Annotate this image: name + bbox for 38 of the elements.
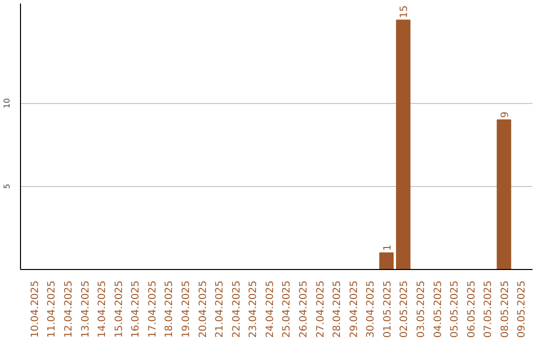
x-tick-label: 09.05.2025 <box>516 280 528 338</box>
x-tick-label: 17.04.2025 <box>147 280 158 338</box>
x-tick-label: 30.04.2025 <box>366 280 377 338</box>
x-tick-label: 26.04.2025 <box>298 280 310 338</box>
x-tick-label: 01.05.2025 <box>382 280 394 338</box>
x-tick-label: 05.05.2025 <box>450 280 461 338</box>
x-tick-label: 03.05.2025 <box>416 280 428 338</box>
y-tick-label: 5 <box>2 184 12 189</box>
x-tick-label: 20.04.2025 <box>198 280 209 338</box>
x-tick-label: 28.04.2025 <box>332 280 344 338</box>
x-tick-label: 02.05.2025 <box>399 280 410 338</box>
x-tick-label: 29.04.2025 <box>348 280 360 338</box>
bar <box>396 20 410 270</box>
x-tick-label: 10.04.2025 <box>30 280 41 338</box>
x-tick-label: 14.04.2025 <box>97 280 108 338</box>
data-label: 9 <box>500 112 511 118</box>
x-tick-label: 16.04.2025 <box>130 280 142 338</box>
x-tick-label: 24.04.2025 <box>264 280 276 338</box>
x-tick-label: 11.04.2025 <box>46 280 58 338</box>
x-tick-label: 04.05.2025 <box>432 280 444 338</box>
x-tick-label: 15.04.2025 <box>114 280 125 338</box>
y-tick-label: 10 <box>2 98 12 108</box>
x-tick-label: 18.04.2025 <box>164 280 176 338</box>
bar <box>379 252 394 270</box>
x-tick-label: 19.04.2025 <box>181 280 192 338</box>
x-tick-label: 23.04.2025 <box>248 280 260 338</box>
x-tick-label: 06.05.2025 <box>466 280 478 338</box>
x-tick-label: 21.04.2025 <box>214 280 226 338</box>
x-tick-label: 27.04.2025 <box>315 280 326 338</box>
data-label: 15 <box>399 5 410 18</box>
bar <box>496 119 512 270</box>
data-label: 1 <box>382 244 394 251</box>
x-tick-label: 22.04.2025 <box>231 280 242 338</box>
x-tick-label: 08.05.2025 <box>500 280 511 338</box>
x-tick-label: 13.04.2025 <box>80 280 92 338</box>
x-tick-label: 25.04.2025 <box>282 280 293 338</box>
x-tick-label: 12.04.2025 <box>64 280 75 338</box>
x-tick-label: 07.05.2025 <box>483 280 494 338</box>
